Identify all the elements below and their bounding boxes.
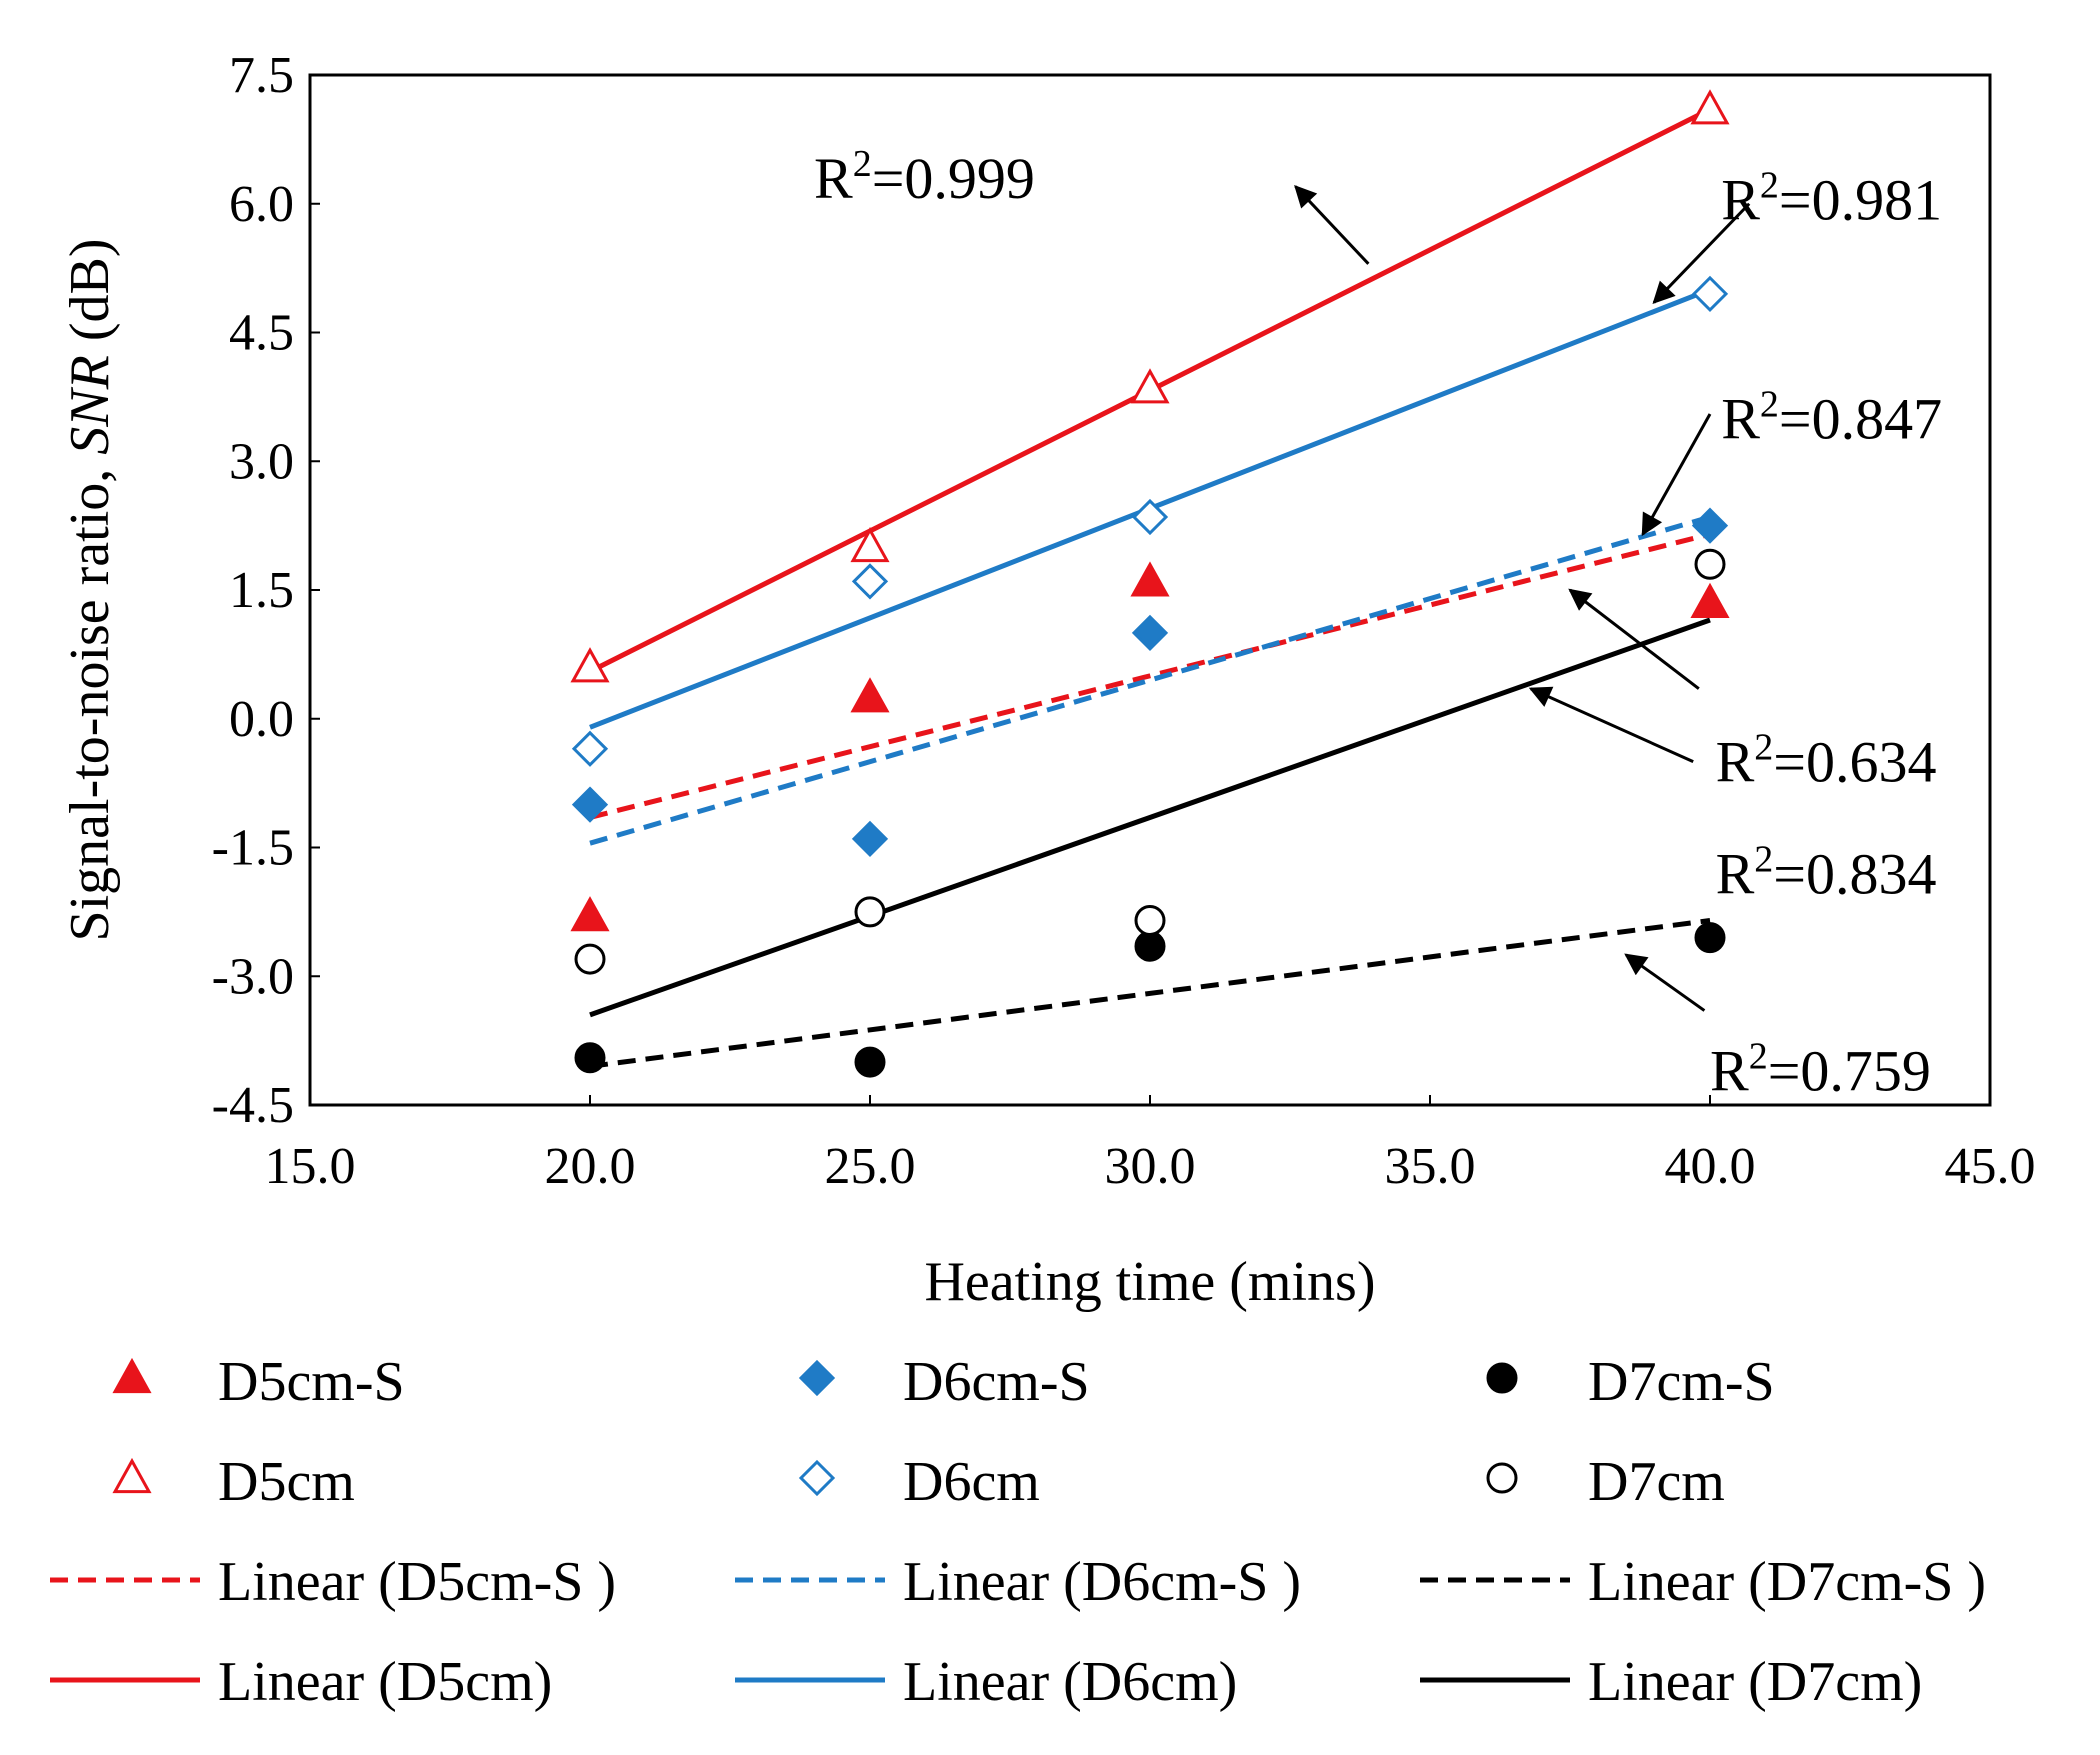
- data-points: [570, 89, 1730, 1078]
- legend-item: D5cm: [112, 1451, 355, 1513]
- y-tick-label: 7.5: [229, 47, 294, 104]
- legend-item: Linear (D6cm-S ): [735, 1551, 1301, 1613]
- legend-label: D7cm-S: [1588, 1351, 1775, 1413]
- data-point: [1131, 498, 1169, 536]
- annotation-arrow: [1652, 202, 1751, 305]
- annotation-arrow: [1294, 184, 1370, 265]
- trendline: [589, 917, 1711, 1069]
- legend-item: Linear (D7cm): [1420, 1651, 1922, 1713]
- data-point: [571, 730, 609, 767]
- legend-label: Linear (D5cm): [218, 1651, 552, 1713]
- y-axis-title-italic: SNR: [59, 355, 121, 455]
- data-point: [574, 1042, 606, 1074]
- annotation-arrow: [1568, 588, 1700, 690]
- data-point: [1134, 930, 1166, 962]
- legend-marker: [112, 1457, 152, 1494]
- legend-item: D6cm: [798, 1451, 1040, 1513]
- data-point: [1131, 614, 1169, 652]
- x-axis-title: Heating time (mins): [924, 1251, 1375, 1313]
- legend-label: D7cm: [1588, 1451, 1725, 1513]
- legend-item: Linear (D5cm-S ): [50, 1551, 616, 1613]
- y-tick-label: -1.5: [212, 820, 294, 877]
- axis-ticks: 15.0 20.0 25.0 30.0 35.0 40.0 45.0 7.5 6.0 4.5 3.0…: [212, 47, 2036, 1195]
- legend-label: Linear (D5cm-S ): [218, 1551, 616, 1613]
- data-point: [854, 1046, 886, 1078]
- legend-label: D5cm-S: [218, 1351, 405, 1413]
- data-point: [850, 677, 890, 713]
- trendline: [589, 531, 1711, 820]
- legend-item: D7cm-S: [1486, 1351, 1775, 1413]
- data-point: [1130, 561, 1170, 597]
- y-tick-label: 1.5: [229, 562, 294, 619]
- legend-label: D6cm: [903, 1451, 1040, 1513]
- legend-item: Linear (D6cm): [735, 1651, 1237, 1713]
- legend-item: Linear (D5cm): [50, 1651, 552, 1713]
- legend-marker: [798, 1459, 836, 1497]
- y-axis-title: Signal-to-noise ratio, SNR (dB): [59, 238, 121, 941]
- data-point: [850, 526, 890, 563]
- y-axis-title-suffix: (dB): [59, 238, 121, 355]
- legend-item: Linear (D7cm-S ): [1420, 1551, 1986, 1613]
- data-point: [1130, 368, 1170, 404]
- data-point: [1694, 922, 1726, 954]
- legend-marker: [1486, 1462, 1518, 1494]
- data-point: [1690, 582, 1730, 618]
- trendline: [589, 617, 1711, 1018]
- data-point: [1690, 89, 1730, 125]
- y-tick-label: 3.0: [229, 433, 294, 490]
- legend-marker: [798, 1359, 836, 1397]
- x-tick-label: 25.0: [825, 1138, 916, 1195]
- legend-label: D6cm-S: [903, 1351, 1090, 1413]
- r-squared-label: R2=0.759: [1710, 1036, 1931, 1104]
- x-tick-label: 30.0: [1105, 1138, 1196, 1195]
- y-tick-label: 6.0: [229, 176, 294, 233]
- x-tick-label: 40.0: [1665, 1138, 1756, 1195]
- legend-label: Linear (D6cm): [903, 1651, 1237, 1713]
- x-tick-label: 45.0: [1945, 1138, 2036, 1195]
- legend-marker: [1486, 1362, 1518, 1394]
- legend-label: Linear (D6cm-S ): [903, 1551, 1301, 1613]
- data-point: [1134, 904, 1166, 936]
- data-point: [570, 647, 610, 683]
- legend-label: Linear (D7cm-S ): [1588, 1551, 1986, 1613]
- x-tick-label: 15.0: [265, 1138, 356, 1195]
- legend-label: Linear (D7cm): [1588, 1651, 1922, 1713]
- legend-item: D5cm-S: [112, 1351, 405, 1413]
- y-tick-label: 0.0: [229, 691, 294, 748]
- r-squared-label: R2=0.981: [1721, 164, 1942, 232]
- data-point: [1691, 275, 1729, 312]
- y-tick-label: -3.0: [212, 948, 294, 1005]
- x-tick-label: 20.0: [545, 1138, 636, 1195]
- y-axis-title-prefix: Signal-to-noise ratio,: [59, 455, 121, 942]
- legend-label: D5cm: [218, 1451, 355, 1513]
- r-squared-label: R2=0.634: [1716, 727, 1937, 795]
- r-squared-label: R2=0.999: [814, 143, 1035, 211]
- legend-marker: [112, 1357, 152, 1394]
- y-tick-label: 4.5: [229, 305, 294, 362]
- data-point: [1694, 548, 1726, 580]
- data-point: [571, 786, 609, 823]
- data-point: [851, 820, 889, 858]
- legend: D5cm-S D6cm-S D7cm-S D5cm D6cm D7cm Linear (D5…: [50, 1351, 1986, 1713]
- annotation-arrow: [1528, 686, 1694, 764]
- x-tick-label: 35.0: [1385, 1138, 1476, 1195]
- legend-item: D6cm-S: [798, 1351, 1090, 1413]
- r-squared-annotations: R2=0.999 R2=0.981 R2=0.847 R2=0.634 R2=0.834…: [814, 143, 1942, 1104]
- data-point: [854, 896, 886, 928]
- legend-item: D7cm: [1486, 1451, 1725, 1513]
- r-squared-label: R2=0.847: [1721, 383, 1942, 451]
- data-point: [570, 896, 610, 932]
- y-tick-label: -4.5: [212, 1077, 294, 1134]
- data-point: [851, 563, 889, 600]
- r-squared-label: R2=0.834: [1716, 838, 1937, 906]
- annotation-arrow: [1624, 953, 1706, 1012]
- annotation-arrow: [1641, 413, 1712, 537]
- data-point: [1691, 507, 1729, 544]
- data-point: [574, 943, 606, 975]
